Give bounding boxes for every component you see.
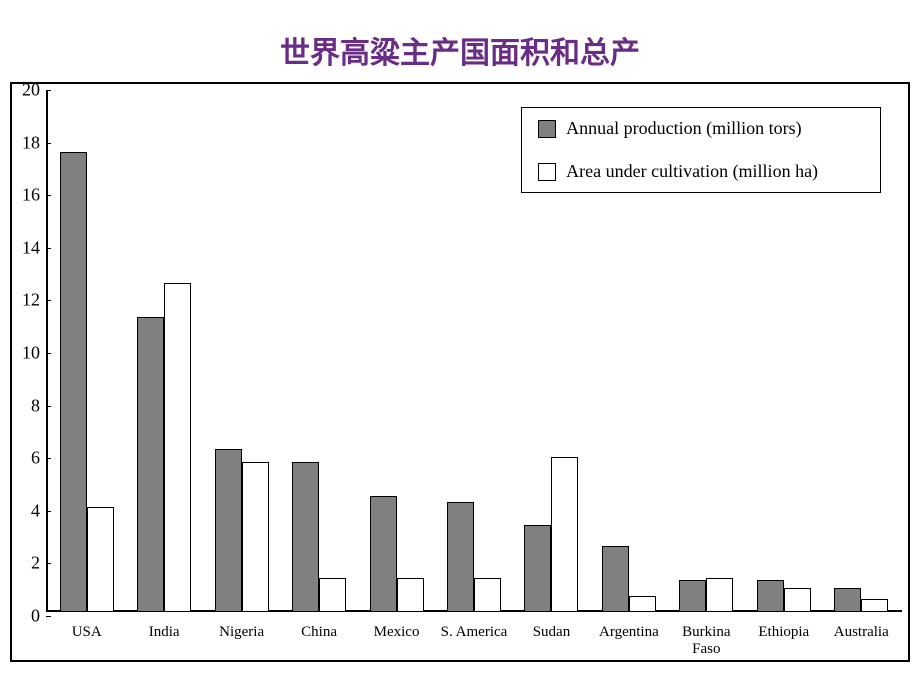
area-bar bbox=[87, 507, 114, 612]
legend-swatch bbox=[538, 120, 556, 138]
country-group: China bbox=[280, 90, 357, 612]
area-bar bbox=[861, 599, 888, 612]
y-tick-label: 12 bbox=[16, 290, 46, 311]
y-tick-label: 16 bbox=[16, 185, 46, 206]
production-bar bbox=[60, 152, 87, 612]
area-bar bbox=[242, 462, 269, 612]
legend-row: Area under cultivation (million ha) bbox=[538, 161, 864, 182]
y-tick-label: 8 bbox=[16, 395, 46, 416]
x-label: BurkinaFaso bbox=[682, 624, 730, 657]
country-group: Mexico bbox=[358, 90, 435, 612]
legend-label: Area under cultivation (million ha) bbox=[566, 161, 818, 182]
y-tick-label: 4 bbox=[16, 500, 46, 521]
page-title: 世界高粱主产国面积和总产 bbox=[0, 0, 920, 82]
area-bar bbox=[319, 578, 346, 612]
x-label: Sudan bbox=[533, 624, 571, 641]
area-bar bbox=[784, 588, 811, 612]
legend-row: Annual production (million tors) bbox=[538, 118, 864, 139]
area-bar bbox=[706, 578, 733, 612]
production-bar bbox=[757, 580, 784, 612]
x-label: Mexico bbox=[374, 624, 420, 641]
country-group: USA bbox=[48, 90, 125, 612]
production-bar bbox=[602, 546, 629, 612]
y-tick-label: 6 bbox=[16, 448, 46, 469]
legend-swatch bbox=[538, 163, 556, 181]
chart-frame: 02468101214161820 USAIndiaNigeriaChinaMe… bbox=[10, 82, 910, 662]
x-label: S. America bbox=[441, 624, 508, 641]
production-bar bbox=[292, 462, 319, 612]
x-label: India bbox=[149, 624, 180, 641]
area-bar bbox=[629, 596, 656, 612]
y-tick-label: 10 bbox=[16, 343, 46, 364]
legend: Annual production (million tors) Area und… bbox=[521, 107, 881, 193]
country-group: Nigeria bbox=[203, 90, 280, 612]
production-bar bbox=[137, 317, 164, 612]
x-label: China bbox=[301, 624, 337, 641]
production-bar bbox=[215, 449, 242, 612]
production-bar bbox=[834, 588, 861, 612]
x-label: Ethiopia bbox=[758, 624, 809, 641]
area-bar bbox=[474, 578, 501, 612]
y-tick-label: 2 bbox=[16, 553, 46, 574]
y-tick-label: 20 bbox=[16, 80, 46, 101]
production-bar bbox=[679, 580, 706, 612]
x-label: USA bbox=[72, 624, 102, 641]
x-label: Argentina bbox=[599, 624, 659, 641]
area-bar bbox=[397, 578, 424, 612]
production-bar bbox=[370, 496, 397, 612]
y-tick-label: 18 bbox=[16, 132, 46, 153]
country-group: S. America bbox=[435, 90, 512, 612]
area-bar bbox=[164, 283, 191, 612]
production-bar bbox=[524, 525, 551, 612]
production-bar bbox=[447, 502, 474, 612]
legend-label: Annual production (million tors) bbox=[566, 118, 801, 139]
y-tick-label: 14 bbox=[16, 237, 46, 258]
x-label: Australia bbox=[834, 624, 889, 641]
y-tick-label: 0 bbox=[16, 606, 46, 627]
y-tick-mark bbox=[46, 616, 51, 617]
area-bar bbox=[551, 457, 578, 612]
country-group: India bbox=[125, 90, 202, 612]
x-label: Nigeria bbox=[219, 624, 264, 641]
